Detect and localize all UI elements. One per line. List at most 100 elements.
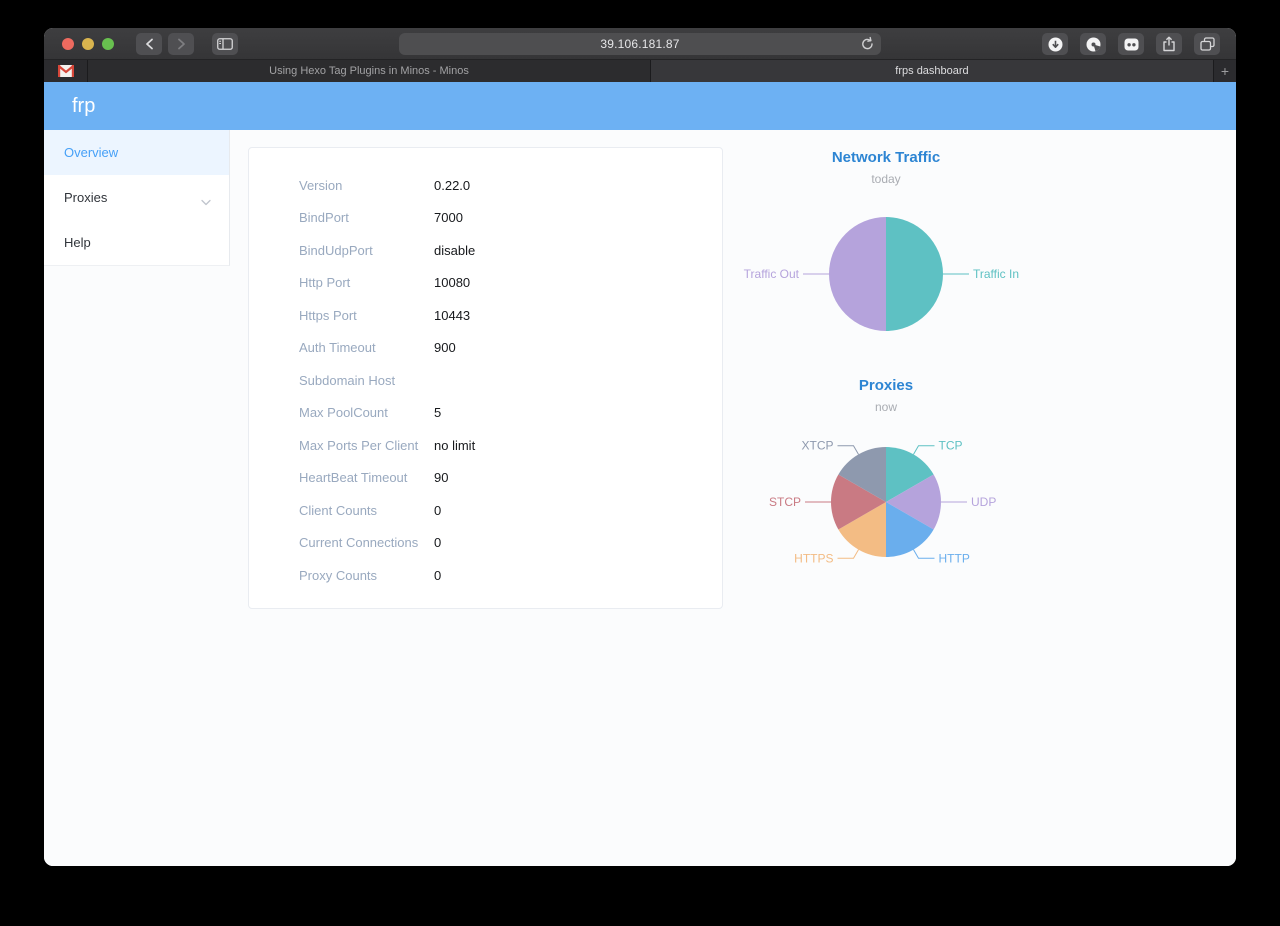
zoom-window-button[interactable] xyxy=(102,37,114,50)
row-value: 0 xyxy=(434,567,442,583)
tab-bar: Using Hexo Tag Plugins in Minos - Minos … xyxy=(44,60,1236,82)
row-value: 0 xyxy=(434,502,442,518)
pie-slice-udp[interactable] xyxy=(886,474,941,530)
row-label: Current Connections xyxy=(299,535,419,551)
row-value: 10080 xyxy=(434,275,471,291)
row-label: Subdomain Host xyxy=(299,372,396,388)
label-connector xyxy=(837,445,859,455)
table-row: Max PoolCount 5 xyxy=(249,397,722,430)
sidebar-item-label: Help xyxy=(64,235,91,250)
chart-subtitle: now xyxy=(874,400,897,414)
proxies-chart: Proxies now TCP UDP HTTP HTTPS STCP XTCP xyxy=(716,375,1056,587)
browser-titlebar: 39.106.181.87 xyxy=(44,28,1236,60)
app-header: frp xyxy=(44,82,1236,130)
pie-slice-tcp[interactable] xyxy=(886,447,934,502)
pie-slice-stcp[interactable] xyxy=(831,474,886,530)
pie-slice-xtcp[interactable] xyxy=(838,447,886,502)
browser-window: 39.106.181.87 xyxy=(44,28,1236,866)
pie-slice-traffic-in[interactable] xyxy=(886,217,944,331)
tab-overview-icon xyxy=(1199,37,1215,51)
chart-subtitle: today xyxy=(871,172,901,186)
share-button[interactable] xyxy=(1156,33,1182,55)
tab-frps-dashboard[interactable]: frps dashboard xyxy=(651,60,1214,82)
app-logo: frp xyxy=(72,94,96,117)
sidebar-item-label: Proxies xyxy=(64,190,108,205)
pie-slice-http[interactable] xyxy=(886,502,934,557)
pie-label: XTCP xyxy=(801,439,833,453)
downloads-button[interactable] xyxy=(1042,33,1068,55)
label-connector xyxy=(837,549,859,559)
pie-chart: Traffic In Traffic Out xyxy=(744,217,1019,331)
row-label: BindUdpPort xyxy=(299,242,373,258)
pie-label: UDP xyxy=(971,495,996,509)
row-label: Auth Timeout xyxy=(299,340,376,356)
tab-hexo-minos[interactable]: Using Hexo Tag Plugins in Minos - Minos xyxy=(88,60,651,82)
extension-icon xyxy=(1124,38,1138,50)
plus-icon: + xyxy=(1220,63,1230,79)
row-label: Http Port xyxy=(299,275,351,291)
row-value: 900 xyxy=(434,340,456,356)
pie-chart: TCP UDP HTTP HTTPS STCP XTCP xyxy=(769,439,996,566)
table-row: Subdomain Host xyxy=(249,364,722,397)
sidebar-toggle-button[interactable] xyxy=(212,32,238,55)
row-label: BindPort xyxy=(299,210,349,226)
reload-button[interactable] xyxy=(861,36,874,56)
sidebar-item-overview[interactable]: Overview xyxy=(44,130,229,175)
table-row: BindPort 7000 xyxy=(249,202,722,235)
forward-button[interactable] xyxy=(168,32,194,55)
content-blocker-button[interactable] xyxy=(1080,33,1106,55)
share-icon xyxy=(1163,36,1175,52)
table-row: Proxy Counts 0 xyxy=(249,559,722,592)
tab-overview-button[interactable] xyxy=(1194,33,1220,55)
chevron-left-icon xyxy=(145,38,153,49)
pie-label: STCP xyxy=(769,495,801,509)
pie-slice-traffic-out[interactable] xyxy=(828,217,886,331)
row-value: 0.22.0 xyxy=(434,177,471,193)
tab-label: Using Hexo Tag Plugins in Minos - Minos xyxy=(269,65,469,77)
sidebar-item-proxies[interactable]: Proxies xyxy=(44,175,229,220)
row-label: Client Counts xyxy=(299,502,378,518)
url-text: 39.106.181.87 xyxy=(600,37,680,51)
table-row: Auth Timeout 900 xyxy=(249,332,722,365)
sidebar-item-help[interactable]: Help xyxy=(44,220,229,265)
minimize-window-button[interactable] xyxy=(82,37,94,50)
sidebar-item-label: Overview xyxy=(64,145,119,160)
row-value: 5 xyxy=(434,405,442,421)
extension-button[interactable] xyxy=(1118,33,1144,55)
pie-label: HTTP xyxy=(939,551,970,565)
row-label: HeartBeat Timeout xyxy=(299,470,408,486)
chevron-right-icon xyxy=(177,38,185,49)
row-label: Https Port xyxy=(299,307,357,323)
pie-slice-https[interactable] xyxy=(838,502,886,557)
reload-icon xyxy=(862,36,873,50)
address-bar[interactable]: 39.106.181.87 xyxy=(399,33,881,55)
pie-label: Traffic Out xyxy=(744,267,800,281)
row-label: Max PoolCount xyxy=(299,405,388,421)
table-row: HeartBeat Timeout 90 xyxy=(249,462,722,495)
content-blocker-icon xyxy=(1086,37,1100,51)
sidebar: Overview Proxies Help xyxy=(44,130,230,266)
main-content: Version 0.22.0 BindPort 7000 BindUdpPort disa… xyxy=(230,130,1236,866)
back-button[interactable] xyxy=(136,32,162,55)
row-value: 0 xyxy=(434,535,442,551)
gmail-icon xyxy=(57,65,74,77)
download-icon xyxy=(1048,37,1062,51)
row-value: no limit xyxy=(434,437,476,453)
sidebar-icon xyxy=(217,37,233,50)
pie-label: Traffic In xyxy=(973,267,1019,281)
pie-label: HTTPS xyxy=(794,551,833,565)
table-row: Client Counts 0 xyxy=(249,494,722,527)
row-value: 90 xyxy=(434,470,449,486)
table-row: Http Port 10080 xyxy=(249,267,722,300)
row-value: disable xyxy=(434,242,476,258)
charts-column: Network Traffic today Traffic In Traffic … xyxy=(716,130,1056,587)
row-label: Version xyxy=(299,177,343,193)
pie-label: TCP xyxy=(939,439,963,453)
new-tab-button[interactable]: + xyxy=(1214,60,1236,82)
pinned-tab-gmail[interactable] xyxy=(44,60,88,82)
table-row: Https Port 10443 xyxy=(249,299,722,332)
chart-title: Network Traffic xyxy=(831,149,941,166)
chevron-down-icon xyxy=(201,194,211,209)
close-window-button[interactable] xyxy=(62,37,74,50)
table-row: Version 0.22.0 xyxy=(249,169,722,202)
